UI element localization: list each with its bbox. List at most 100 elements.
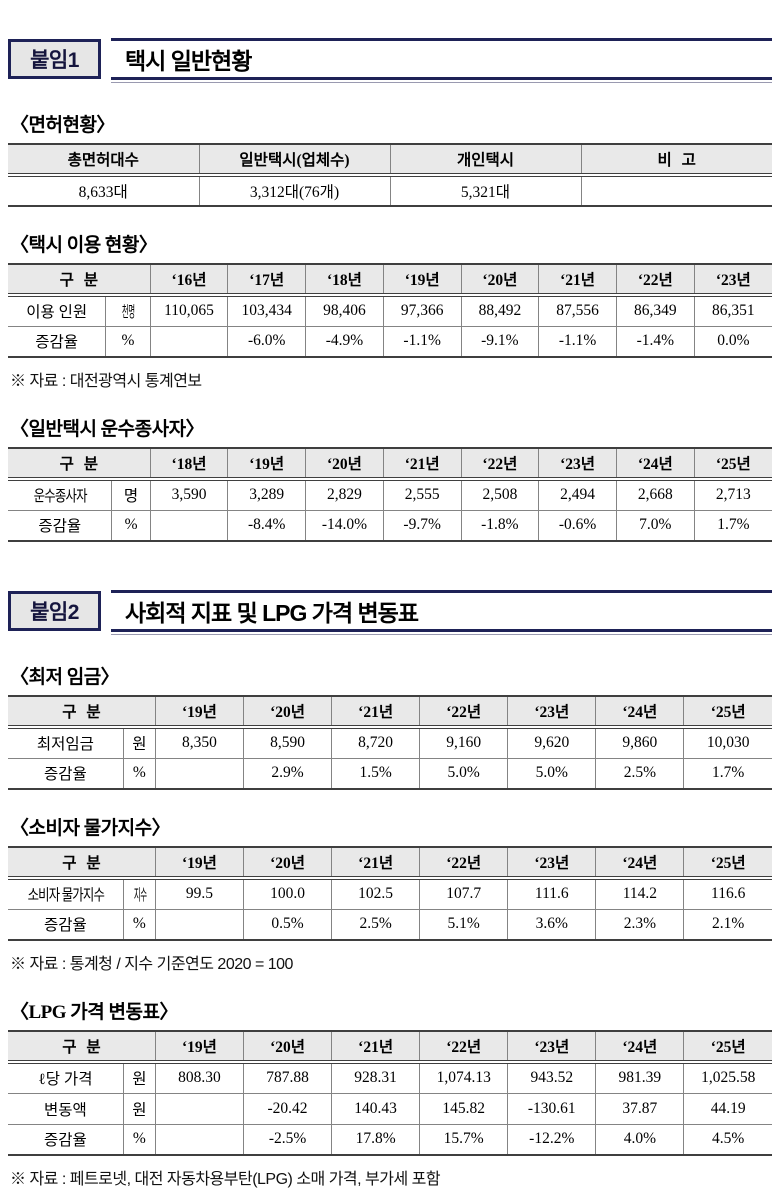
column-header: ‘23년 [507, 696, 597, 729]
table-cell: % [122, 1123, 156, 1156]
table-cell: 99.5 [154, 877, 245, 910]
column-header: ‘22년 [460, 448, 540, 481]
table-cell: 5.0% [507, 757, 597, 790]
table-cell: 증감율 [8, 509, 113, 542]
table-row: 증감율% 0.5% 2.5% 5.1% 3.6% 2.3% 2.1% [8, 908, 772, 941]
column-header: ‘24년 [615, 448, 695, 481]
column-header: ‘25년 [683, 696, 772, 729]
column-header: 구 분 [8, 1031, 156, 1064]
table-cell: 8,720 [331, 726, 421, 759]
table-cell: 원 [122, 726, 156, 759]
table-cell: 1,074.13 [419, 1061, 509, 1094]
table-cell: -20.42 [242, 1092, 333, 1125]
table-cell: -1.1% [538, 325, 617, 358]
table-cell: -2.5% [242, 1123, 333, 1156]
table-row: ℓ당 가격 원 808.30 787.88 928.31 1,074.13 943.52 98… [8, 1061, 772, 1094]
column-header: ‘20년 [305, 448, 384, 481]
column-header: ‘25년 [683, 1031, 772, 1064]
column-header: ‘22년 [419, 696, 509, 729]
column-header: ‘21년 [331, 696, 421, 729]
table-row: 증감율% -8.4% -14.0% -9.7% -1.8% -0.6% 7.0% 1.7% [8, 509, 772, 542]
table-cell: 1,025.58 [683, 1061, 772, 1094]
table-cell: 3.6% [507, 908, 597, 941]
table-cell [154, 908, 245, 941]
table-cell [154, 757, 245, 790]
table-row: 증감율% -2.5% 17.8% 15.7% -12.2% 4.0% 4.5% [8, 1123, 772, 1156]
table-cell: 2.1% [683, 908, 772, 941]
column-header: 비 고 [580, 144, 772, 177]
table-cell: -0.6% [538, 509, 617, 542]
column-header: ‘23년 [538, 448, 617, 481]
table-cell: 명 [111, 478, 151, 511]
cpi-table: 구 분 ‘19년 ‘20년 ‘21년 ‘22년 ‘23년 ‘24년 ‘25년 소비자 물가지수 지… [8, 846, 772, 941]
table-cell: 100.0 [242, 877, 333, 910]
section-heading-usage: 〈택시 이용 현황〉 [10, 235, 158, 256]
table-cell: 9,160 [419, 726, 509, 759]
table-cell: 증감율 [8, 757, 124, 790]
table-cell: % [105, 325, 151, 358]
column-header: ‘16년 [149, 264, 229, 297]
table-header-row: 구 분 ‘19년 ‘20년 ‘21년 ‘22년 ‘23년 ‘24년 ‘25년 [8, 1031, 772, 1064]
table-cell: -14.0% [305, 509, 384, 542]
table-cell: 증감율 [8, 908, 124, 941]
table-cell: -130.61 [507, 1092, 597, 1125]
footnote-lpg-source: ※ 자료 : 페트로넷, 대전 자동차용부탄(LPG) 소매 가격, 부가세 포… [10, 1171, 441, 1188]
table-cell: 114.2 [595, 877, 685, 910]
lpg-table: 구 분 ‘19년 ‘20년 ‘21년 ‘22년 ‘23년 ‘24년 ‘25년 ℓ당 가격 원 808… [8, 1030, 772, 1156]
table-cell: 5,321대 [389, 174, 582, 207]
column-header: ‘19년 [154, 847, 245, 880]
column-header: ‘20년 [242, 696, 333, 729]
table-cell: 1.5% [331, 757, 421, 790]
table-cell: 최저임금 [8, 726, 124, 759]
table-cell: 4.5% [683, 1123, 772, 1156]
attachment-2-title-rule: 사회적 지표 및 LPG 가격 변동표 [111, 590, 772, 635]
table-row: 8,633대 3,312대(76개) 5,321대 [8, 174, 772, 207]
usage-table: 구 분 ‘16년 ‘17년 ‘18년 ‘19년 ‘20년 ‘21년 ‘22년 ‘23년 이용 인원… [8, 263, 772, 358]
table-cell [580, 174, 772, 207]
column-header: ‘19년 [154, 696, 245, 729]
table-row: 운수종사자 명 3,590 3,289 2,829 2,555 2,508 2,494 2,66… [8, 478, 772, 511]
table-cell: 원 [122, 1092, 156, 1125]
table-cell: -9.1% [460, 325, 540, 358]
table-header-row: 구 분 ‘19년 ‘20년 ‘21년 ‘22년 ‘23년 ‘24년 ‘25년 [8, 847, 772, 880]
column-header: ‘23년 [507, 1031, 597, 1064]
table-cell: 9,620 [507, 726, 597, 759]
section-heading-cpi: 〈소비자 물가지수〉 [10, 818, 171, 839]
table-cell: 87,556 [538, 294, 617, 327]
table-cell: 원 [122, 1061, 156, 1094]
footnote-usage-source: ※ 자료 : 대전광역시 통계연보 [10, 373, 202, 390]
table-cell: 15.7% [419, 1123, 509, 1156]
attachment-2-header: 붙임2 사회적 지표 및 LPG 가격 변동표 [8, 590, 772, 635]
column-header: ‘17년 [227, 264, 307, 297]
table-cell: -1.8% [460, 509, 540, 542]
column-header: ‘18년 [149, 448, 229, 481]
license-table: 총면허대수 일반택시(업체수) 개인택시 비 고 8,633대 3,312대(76개) 5,… [8, 143, 772, 207]
table-cell: 943.52 [507, 1061, 597, 1094]
table-cell: 2.5% [595, 757, 685, 790]
attachment-2-badge: 붙임2 [8, 591, 101, 631]
table-cell: 37.87 [595, 1092, 685, 1125]
table-cell: -1.1% [382, 325, 462, 358]
table-cell: -6.0% [227, 325, 307, 358]
table-cell: 이용 인원 [8, 294, 107, 327]
table-cell: 변동액 [8, 1092, 124, 1125]
column-header: ‘20년 [242, 847, 333, 880]
column-header: ‘20년 [460, 264, 540, 297]
column-header: 개인택시 [389, 144, 582, 177]
column-header: ‘20년 [242, 1031, 333, 1064]
table-row: 변동액 원 -20.42 140.43 145.82 -130.61 37.87 44.19 [8, 1092, 772, 1125]
table-cell [154, 1123, 245, 1156]
table-cell: 98,406 [305, 294, 384, 327]
table-cell: 1.7% [693, 509, 772, 542]
column-header: ‘25년 [683, 847, 772, 880]
table-cell: 4.0% [595, 1123, 685, 1156]
column-header: 구 분 [8, 847, 156, 880]
table-cell: 86,351 [693, 294, 772, 327]
table-row: 증감율% 2.9% 1.5% 5.0% 5.0% 2.5% 1.7% [8, 757, 772, 790]
column-header: 구 분 [8, 696, 156, 729]
table-cell: 88,492 [460, 294, 540, 327]
attachment-1-header: 붙임1 택시 일반현황 [8, 38, 772, 83]
column-header: 일반택시(업체수) [198, 144, 391, 177]
table-cell: ℓ당 가격 [8, 1061, 124, 1094]
